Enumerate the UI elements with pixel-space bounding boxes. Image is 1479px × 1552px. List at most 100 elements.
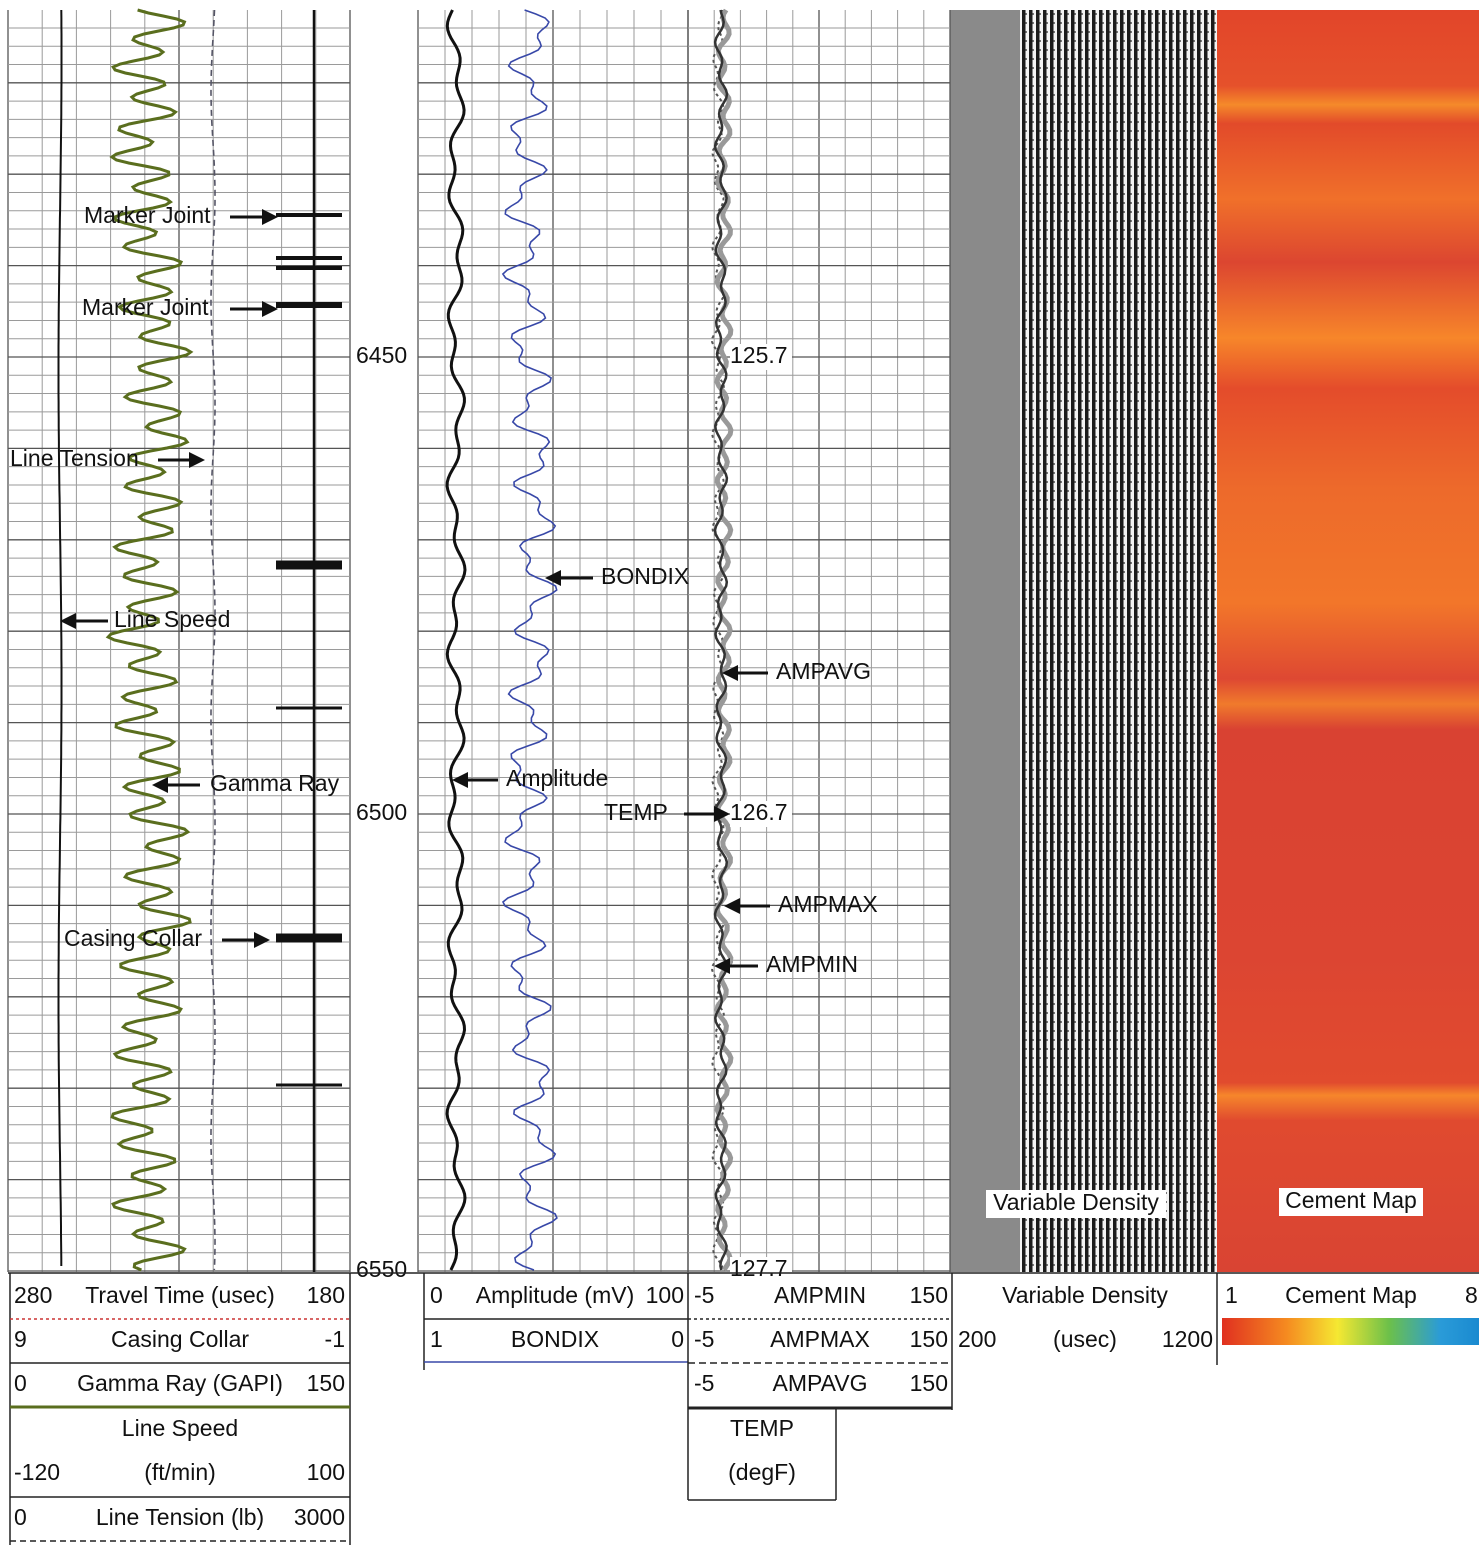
arrow-head <box>452 772 468 788</box>
cement-map-image <box>1217 10 1479 1272</box>
header-text: Travel Time (usec) <box>85 1282 275 1308</box>
header-text: Cement Map <box>1285 1282 1417 1308</box>
image-label: Cement Map <box>1285 1187 1417 1213</box>
header-text: AMPAVG <box>773 1370 868 1396</box>
annotation: Line Speed <box>114 606 230 632</box>
header-text: 9 <box>14 1326 27 1352</box>
arrow-head <box>189 452 205 468</box>
temp-label-bg <box>730 1257 792 1283</box>
header-text: 8 <box>1465 1282 1478 1308</box>
depth-label: 6500 <box>356 799 407 825</box>
header-text: 200 <box>958 1326 996 1352</box>
image-label-bg <box>1279 1188 1423 1216</box>
gamma-ray-curve <box>105 8 194 1272</box>
header-text: -120 <box>14 1459 60 1485</box>
header-text: 1 <box>430 1326 443 1352</box>
line-speed-curve <box>57 9 63 1266</box>
arrow-head <box>262 209 278 225</box>
depth-label: 6550 <box>356 1256 407 1282</box>
arrow-head <box>152 777 168 793</box>
depth-label: 6450 <box>356 342 407 368</box>
casing-collar-mark <box>276 706 342 710</box>
image-label: Variable Density <box>993 1189 1159 1215</box>
labels: 6450 6500 6550 125.7 126.7 127.7 Marker Joint M… <box>8 202 1479 1545</box>
annotation: AMPMIN <box>766 951 858 977</box>
header-text: -1 <box>325 1326 345 1352</box>
line-tension-curve <box>210 9 216 1271</box>
header-text: 150 <box>910 1370 948 1396</box>
header-text: 0 <box>14 1370 27 1396</box>
annotation: BONDIX <box>601 563 689 589</box>
casing-collar-mark <box>276 256 342 260</box>
temp-label-bg <box>730 801 792 827</box>
header-text: 150 <box>910 1282 948 1308</box>
casing-collar-mark <box>276 560 342 570</box>
arrow-head <box>254 932 270 948</box>
header-text: 1200 <box>1162 1326 1213 1352</box>
annotation: Casing Collar <box>64 925 202 951</box>
header-text: 0 <box>430 1282 443 1308</box>
arrow-head <box>60 613 76 629</box>
grid <box>7 10 951 1272</box>
temperature-label: 126.7 <box>730 799 788 825</box>
header-text: 180 <box>307 1282 345 1308</box>
annotation: Marker Joint <box>84 202 211 228</box>
header-text: 3000 <box>294 1504 345 1530</box>
arrow-head <box>262 301 278 317</box>
annotation: TEMP <box>604 799 668 825</box>
arrow-head <box>545 570 561 586</box>
curves <box>57 8 734 1272</box>
annotation: Line Tension <box>10 445 139 471</box>
image-label-bg <box>986 1190 1166 1218</box>
header-text: (degF) <box>728 1459 796 1485</box>
vdl-image <box>1020 10 1217 1272</box>
ampavg-curve <box>713 9 729 1271</box>
casing-collar-mark <box>276 213 342 217</box>
header-text: AMPMIN <box>774 1282 866 1308</box>
header-text: Line Tension (lb) <box>96 1504 264 1530</box>
casing-collar-mark <box>276 266 342 270</box>
header-text: 1 <box>1225 1282 1238 1308</box>
header-text: Variable Density <box>1002 1282 1168 1308</box>
temperature-label: 125.7 <box>730 342 788 368</box>
depth-label-bg <box>352 1258 414 1284</box>
header-text: 150 <box>307 1370 345 1396</box>
header-text: -5 <box>694 1282 714 1308</box>
bondix-curve <box>501 9 558 1271</box>
header-text: Casing Collar <box>111 1326 249 1352</box>
header-text: TEMP <box>730 1415 794 1441</box>
header-text: (usec) <box>1053 1326 1117 1352</box>
header-text: -5 <box>694 1370 714 1396</box>
header-text: -5 <box>694 1326 714 1352</box>
annotation: Amplitude <box>506 765 608 791</box>
casing-collar-mark <box>276 302 342 308</box>
header-text: 280 <box>14 1282 52 1308</box>
header-text: BONDIX <box>511 1326 599 1352</box>
temp-label-bg <box>730 344 792 370</box>
cement-colorbar <box>1222 1318 1479 1345</box>
ampmax-curve <box>714 8 734 1272</box>
casing-collar-mark <box>276 1083 342 1087</box>
header-text: Amplitude (mV) <box>476 1282 634 1308</box>
temperature-label: 127.7 <box>730 1255 788 1281</box>
header-text: 150 <box>910 1326 948 1352</box>
header-text: 100 <box>307 1459 345 1485</box>
arrow-head <box>714 958 730 974</box>
header-text: (ft/min) <box>144 1459 216 1485</box>
vdl-background <box>950 10 1020 1272</box>
header-text: 0 <box>14 1504 27 1530</box>
annotation: Gamma Ray <box>210 770 340 796</box>
depth-label-bg <box>352 801 414 827</box>
header-text: 0 <box>671 1326 684 1352</box>
arrow-head <box>722 665 738 681</box>
header-text: Gamma Ray (GAPI) <box>77 1370 283 1396</box>
header-text: 100 <box>646 1282 684 1308</box>
amplitude-curve <box>445 9 467 1271</box>
arrow-head <box>724 898 740 914</box>
annotation: Marker Joint <box>82 294 209 320</box>
arrow-head <box>714 806 730 822</box>
casing-collar-mark <box>276 933 342 943</box>
header-text: AMPMAX <box>770 1326 870 1352</box>
